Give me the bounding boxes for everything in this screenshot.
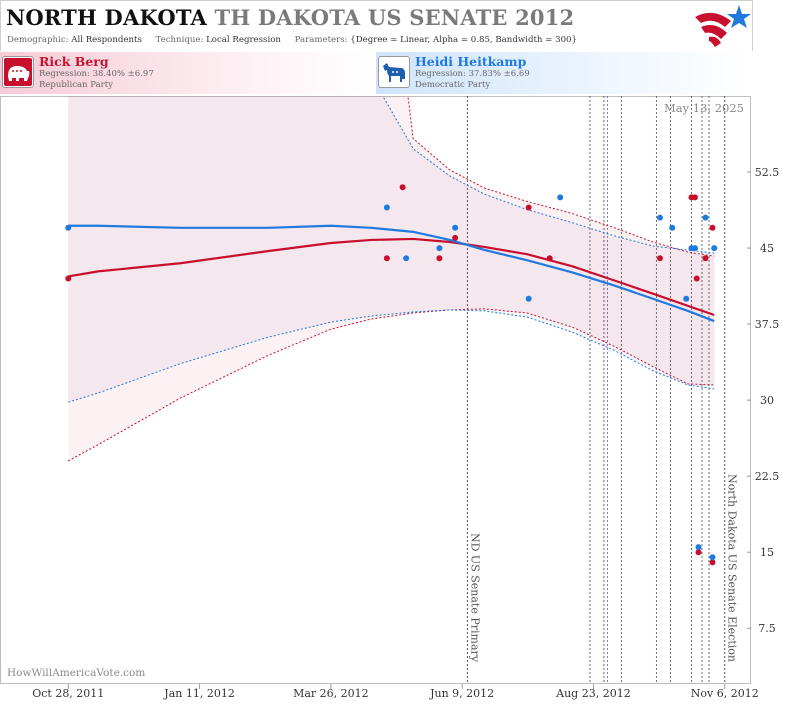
watermark: HowWillAmericaVote.com (7, 667, 146, 679)
poll-point: Heidi Heitkamp: 40% (July 17, 2012) (525, 295, 532, 302)
confidence-band (68, 96, 715, 461)
poll-point: Rick Berg: 44% (July 29, 2012) (546, 255, 553, 262)
x-tick-label: Oct 28, 2011 (32, 687, 104, 700)
confidence-lower-line (68, 309, 715, 403)
candidate-card-democrat: Heidi Heitkamp Regression: 37.83% ±6.69 … (376, 52, 750, 94)
x-tick-label: Mar 26, 2012 (293, 687, 369, 700)
poll-point: Heidi Heitkamp: 47% (June 5, 2012) (452, 224, 459, 231)
poll-point: Heidi Heitkamp: 48% (September 30, 2012) (656, 214, 663, 221)
poll-point: Heidi Heitkamp: 49% (April 27, 2012) (383, 204, 390, 211)
poll-point: Heidi Heitkamp: 50% (August 4, 2012) (557, 194, 564, 201)
annotation-label: North Dakota US Senate Election (726, 474, 739, 662)
poll-point: Rick Berg: 14% (October 30, 2012) (709, 559, 716, 566)
candidate-regression: Regression: 37.83% ±6.69 (415, 69, 530, 79)
candidate-regression: Regression: 38.40% ±6.97 (39, 69, 154, 79)
poll-point: Heidi Heitkamp: 14.5% (October 30, 2012) (709, 554, 716, 561)
y-tick-label: 7.5 (758, 622, 776, 635)
poll-point: Rick Berg: 47% (October 30, 2012) (709, 224, 716, 231)
poll-point: Heidi Heitkamp: 44% (May 8, 2012) (403, 255, 410, 262)
poll-point: Rick Berg: 44% (April 27, 2012) (383, 255, 390, 262)
technique-label: Technique: (155, 35, 204, 45)
elephant-icon (2, 56, 34, 88)
poll-point: Heidi Heitkamp: 45% (October 31, 2012) (711, 245, 718, 252)
y-tick-label: 22.5 (755, 470, 780, 483)
annotation-label: ND US Senate Primary (468, 533, 481, 663)
trend-line (68, 237, 715, 317)
poll-point: Rick Berg: 49% (July 17, 2012) (525, 204, 532, 211)
y-tick-label: 45 (760, 242, 774, 255)
trend-line (68, 224, 715, 323)
poll-point: Rick Berg: 44% (September 30, 2012) (656, 255, 663, 262)
poll-point: Rick Berg: 46% (June 5, 2012) (452, 234, 459, 241)
poll-point: Rick Berg: 44% (May 27, 2012) (436, 255, 443, 262)
confidence-upper-line (407, 96, 715, 257)
poll-point: Heidi Heitkamp: 45% (October 20, 2012) (691, 245, 698, 252)
candidate-name: Rick Berg (39, 54, 109, 69)
candidate-party: Democratic Party (415, 80, 491, 90)
date-stamp: May 13, 2025 (664, 101, 744, 115)
poll-point: Rick Berg: 44% (October 26, 2012) (702, 255, 709, 262)
parameters-value: {Degree = Linear, Alpha = 0.85, Bandwidt… (350, 35, 577, 45)
candidate-name: Heidi Heitkamp (415, 54, 527, 69)
title-state: NORTH DAKOTA (6, 5, 208, 30)
analysis-parameters: Demographic: All Respondents Technique: … (7, 35, 577, 45)
y-tick-label: 52.5 (755, 166, 780, 179)
poll-point: Rick Berg: 42% (October 21, 2012) (693, 275, 700, 282)
series-layer: Rick Berg: 42% (October 28, 2011) Rick Be… (65, 96, 718, 566)
poll-point: Heidi Heitkamp: 45% (May 27, 2012) (436, 245, 443, 252)
plot-area (0, 96, 751, 684)
candidate-card-republican: Rick Berg Regression: 38.40% ±6.97 Repub… (0, 52, 376, 94)
y-tick-label: 30 (760, 394, 774, 407)
x-tick-label: Aug 23, 2012 (555, 687, 631, 700)
site-logo-icon (695, 5, 751, 47)
chart-header: NORTH DAKOTA TH DAKOTA US SENATE 2012 De… (0, 0, 753, 51)
confidence-lower-line (68, 308, 715, 462)
poll-point: Heidi Heitkamp: 48% (October 26, 2012) (702, 214, 709, 221)
poll-point: Heidi Heitkamp: 15.5% (October 22, 2012) (695, 544, 702, 551)
y-tick-label: 37.5 (755, 318, 780, 331)
donkey-icon (378, 56, 410, 88)
poll-point: Heidi Heitkamp: 40% (October 15, 2012) (683, 295, 690, 302)
parameters-label: Parameters: (294, 35, 348, 45)
demographic-value: All Respondents (71, 35, 142, 45)
title-race: TH DAKOTA US SENATE 2012 (214, 5, 575, 30)
x-tick-label: Jan 11, 2012 (163, 687, 235, 700)
confidence-band (68, 96, 715, 403)
poll-point: Rick Berg: 42% (October 28, 2011) (65, 275, 72, 282)
poll-point: Heidi Heitkamp: 47% (October 28, 2011) (65, 224, 72, 231)
demographic-label: Demographic: (7, 35, 69, 45)
technique-value: Local Regression (206, 35, 281, 45)
x-tick-label: Jun 9, 2012 (429, 687, 494, 700)
poll-point: Rick Berg: 51% (May 6, 2012) (399, 184, 406, 191)
x-tick-label: Nov 6, 2012 (691, 687, 759, 700)
poll-point: Rick Berg: 50% (October 20, 2012) (691, 194, 698, 201)
poll-point: Heidi Heitkamp: 47% (October 7, 2012) (669, 224, 676, 231)
page-title: NORTH DAKOTA TH DAKOTA US SENATE 2012 (6, 5, 574, 30)
poll-point: Rick Berg: 15% (October 22, 2012) (695, 549, 702, 556)
y-tick-label: 15 (760, 546, 774, 559)
candidate-party: Republican Party (39, 80, 113, 90)
